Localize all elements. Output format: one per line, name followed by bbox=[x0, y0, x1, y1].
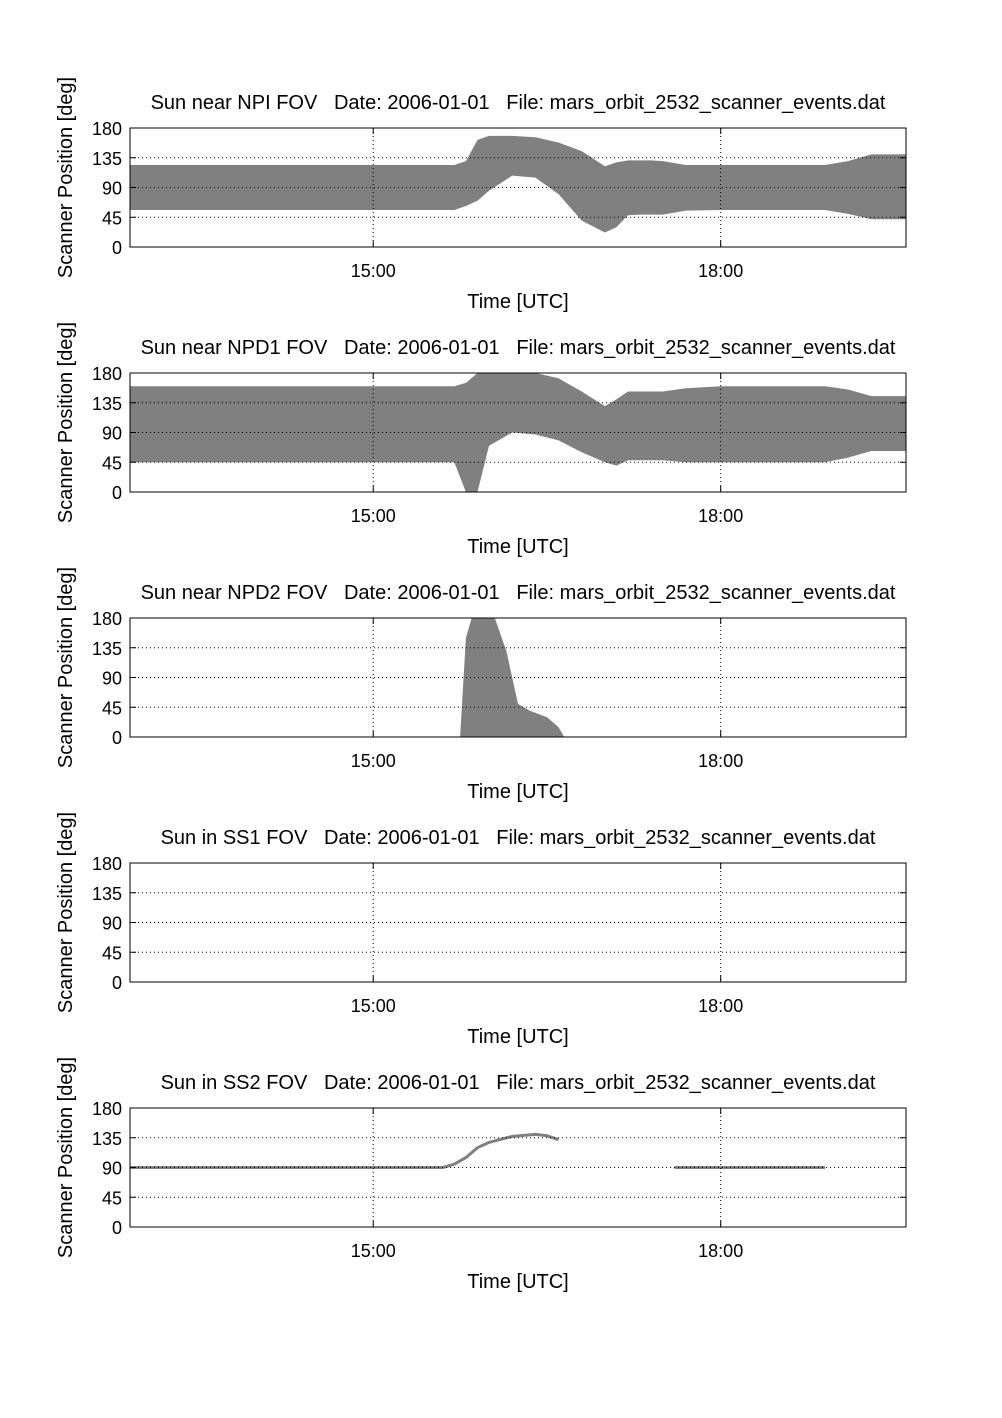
x-tick-label: 18:00 bbox=[698, 261, 743, 281]
chart-panel: 0 45 90 135 180 15:00 18:00 Sun near NPI FOV Da… bbox=[55, 77, 907, 313]
y-tick-label: 135 bbox=[92, 1129, 122, 1149]
y-tick-label: 180 bbox=[92, 609, 122, 629]
x-tick-label: 18:00 bbox=[698, 1241, 743, 1261]
y-tick-label: 90 bbox=[102, 914, 122, 934]
chart-title: Sun near NPI FOV Date: 2006-01-01 File: … bbox=[151, 92, 886, 114]
chart-panel: 0 45 90 135 180 15:00 18:00 Sun in SS2 FOV Date… bbox=[55, 1057, 907, 1293]
y-tick-label: 180 bbox=[92, 364, 122, 384]
y-tick-label: 90 bbox=[102, 179, 122, 199]
y-tick-label: 180 bbox=[92, 119, 122, 139]
y-tick-label: 0 bbox=[112, 238, 122, 258]
data-line bbox=[130, 1132, 559, 1169]
y-tick-label: 135 bbox=[92, 884, 122, 904]
y-tick-label: 0 bbox=[112, 728, 122, 748]
y-axis-label: Scanner Position [deg] bbox=[55, 77, 77, 278]
y-tick-label: 90 bbox=[102, 424, 122, 444]
chart-title: Sun near NPD2 FOV Date: 2006-01-01 File:… bbox=[141, 582, 896, 604]
y-tick-label: 45 bbox=[102, 208, 122, 228]
x-tick-label: 15:00 bbox=[351, 996, 396, 1016]
data-band bbox=[130, 135, 906, 233]
x-tick-label: 15:00 bbox=[351, 506, 396, 526]
y-tick-label: 135 bbox=[92, 639, 122, 659]
x-axis-label: Time [UTC] bbox=[467, 1026, 568, 1048]
x-axis-label: Time [UTC] bbox=[467, 1271, 568, 1293]
chart-title: Sun near NPD1 FOV Date: 2006-01-01 File:… bbox=[141, 337, 896, 359]
y-tick-label: 45 bbox=[102, 453, 122, 473]
x-axis-label: Time [UTC] bbox=[467, 781, 568, 803]
y-tick-label: 180 bbox=[92, 854, 122, 874]
y-tick-label: 135 bbox=[92, 394, 122, 414]
y-tick-label: 0 bbox=[112, 1218, 122, 1238]
y-tick-label: 90 bbox=[102, 1159, 122, 1179]
x-tick-label: 18:00 bbox=[698, 751, 743, 771]
chart-panel: 0 45 90 135 180 15:00 18:00 Sun near NPD1 FOV D… bbox=[55, 322, 907, 558]
x-tick-label: 18:00 bbox=[698, 506, 743, 526]
x-tick-label: 15:00 bbox=[351, 1241, 396, 1261]
chart-title: Sun in SS1 FOV Date: 2006-01-01 File: ma… bbox=[161, 827, 876, 849]
x-tick-label: 18:00 bbox=[698, 996, 743, 1016]
y-tick-label: 45 bbox=[102, 1188, 122, 1208]
y-tick-label: 135 bbox=[92, 149, 122, 169]
y-axis-label: Scanner Position [deg] bbox=[55, 812, 77, 1013]
x-tick-label: 15:00 bbox=[351, 261, 396, 281]
x-tick-label: 15:00 bbox=[351, 751, 396, 771]
y-tick-label: 90 bbox=[102, 669, 122, 689]
y-axis-label: Scanner Position [deg] bbox=[55, 1057, 77, 1258]
y-tick-label: 45 bbox=[102, 943, 122, 963]
chart-panel: 0 45 90 135 180 15:00 18:00 Sun near NPD2 FOV D… bbox=[55, 567, 907, 803]
y-tick-label: 45 bbox=[102, 698, 122, 718]
chart-title: Sun in SS2 FOV Date: 2006-01-01 File: ma… bbox=[161, 1072, 876, 1094]
y-axis-label: Scanner Position [deg] bbox=[55, 567, 77, 768]
y-tick-label: 180 bbox=[92, 1099, 122, 1119]
chart-panel: 0 45 90 135 180 15:00 18:00 Sun in SS1 FOV Date… bbox=[55, 812, 907, 1048]
x-axis-label: Time [UTC] bbox=[467, 536, 568, 558]
data-band bbox=[460, 618, 565, 737]
y-tick-label: 0 bbox=[112, 483, 122, 503]
y-axis-label: Scanner Position [deg] bbox=[55, 322, 77, 523]
x-axis-label: Time [UTC] bbox=[467, 291, 568, 313]
y-tick-label: 0 bbox=[112, 973, 122, 993]
